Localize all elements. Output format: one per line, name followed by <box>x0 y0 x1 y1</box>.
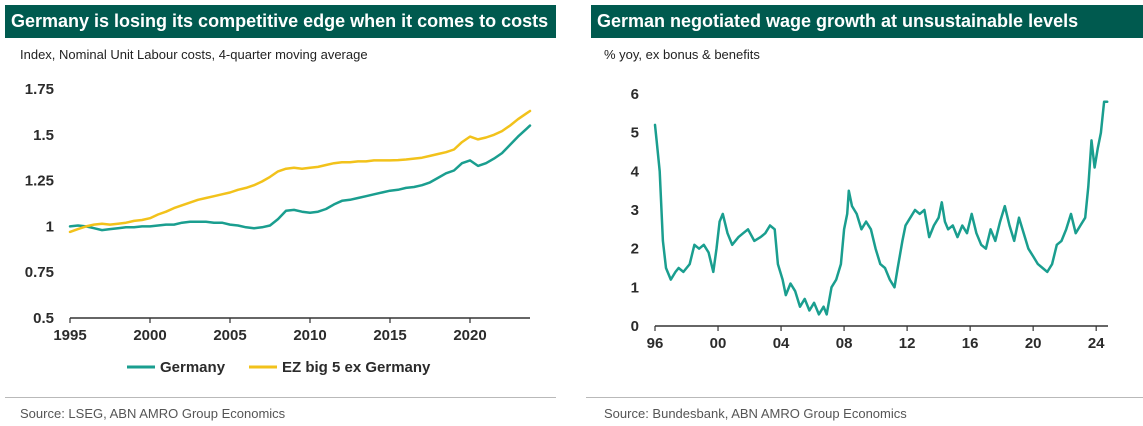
y-tick-label: 1.75 <box>25 81 54 98</box>
x-tick-label: 04 <box>773 335 790 352</box>
source-divider <box>586 397 1143 398</box>
series-line-0 <box>68 124 532 232</box>
y-tick-label: 4 <box>631 163 640 180</box>
x-tick-label: 1995 <box>53 327 86 344</box>
x-tick-label: 96 <box>647 335 664 352</box>
chart-subtitle: % yoy, ex bonus & benefits <box>604 47 760 62</box>
y-tick-label: 3 <box>631 202 639 219</box>
y-tick-label: 1.5 <box>33 127 54 144</box>
y-tick-label: 5 <box>631 125 639 142</box>
y-tick-label: 1 <box>46 218 54 235</box>
chart-panel-left: Germany is losing its competitive edge w… <box>0 0 566 426</box>
x-tick-label: 00 <box>710 335 727 352</box>
x-tick-label: 2010 <box>293 327 326 344</box>
x-tick-label: 16 <box>962 335 979 352</box>
chart-title: German negotiated wage growth at unsusta… <box>591 5 1143 38</box>
x-tick-label: 2000 <box>133 327 166 344</box>
series-line-1 <box>68 109 532 234</box>
legend-label: EZ big 5 ex Germany <box>282 359 431 376</box>
x-tick-label: 2015 <box>373 327 406 344</box>
y-tick-label: 2 <box>631 241 639 258</box>
chart-source: Source: LSEG, ABN AMRO Group Economics <box>20 406 286 421</box>
x-tick-label: 08 <box>836 335 853 352</box>
y-tick-label: 0 <box>631 318 639 335</box>
y-tick-label: 6 <box>631 86 639 103</box>
y-tick-label: 1 <box>631 279 639 296</box>
x-tick-label: 2005 <box>213 327 246 344</box>
chart-source: Source: Bundesbank, ABN AMRO Group Econo… <box>604 406 907 421</box>
x-tick-label: 24 <box>1088 335 1105 352</box>
series-line-0 <box>653 100 1109 316</box>
chart-title: Germany is losing its competitive edge w… <box>5 5 556 38</box>
chart-subtitle: Index, Nominal Unit Labour costs, 4-quar… <box>20 47 368 62</box>
y-tick-label: 0.5 <box>33 310 54 327</box>
x-tick-label: 20 <box>1025 335 1042 352</box>
x-tick-label: 12 <box>899 335 916 352</box>
x-tick-label: 2020 <box>453 327 486 344</box>
ulc-line-chart: 0.5 0.75 1 1.25 1.5 1.75 1995 2000 2005 2010 2015 2… <box>25 81 532 376</box>
y-tick-label: 1.25 <box>25 173 54 190</box>
legend-label: Germany <box>160 359 226 376</box>
chart-panel-right: German negotiated wage growth at unsusta… <box>586 0 1143 426</box>
y-tick-label: 0.75 <box>25 264 54 281</box>
source-divider <box>5 397 556 398</box>
